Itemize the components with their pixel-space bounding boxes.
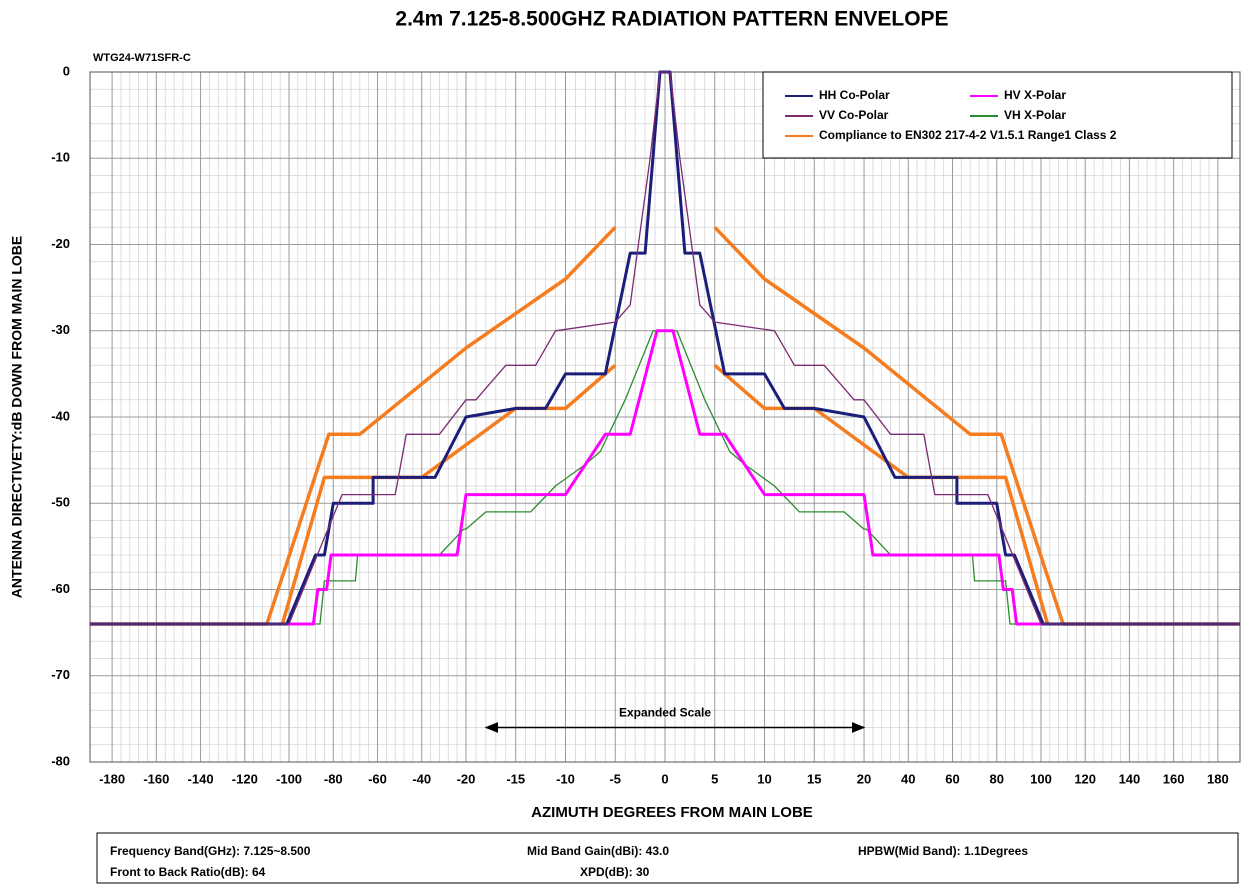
x-tick-label: 60: [945, 771, 959, 786]
x-tick-label: -180: [99, 771, 125, 786]
x-tick-label: -80: [324, 771, 343, 786]
x-tick-label: 40: [901, 771, 915, 786]
info-text: XPD(dB): 30: [580, 865, 650, 879]
x-tick-label: 0: [661, 771, 668, 786]
series-line: [90, 226, 1240, 626]
x-axis-label: AZIMUTH DEGREES FROM MAIN LOBE: [531, 804, 813, 821]
info-box: [96, 832, 1239, 884]
x-tick-label: 180: [1207, 771, 1229, 786]
x-tick-label: -15: [506, 771, 525, 786]
x-tick-label: -20: [457, 771, 476, 786]
legend-label: VH X-Polar: [1004, 108, 1066, 122]
x-tick-label: 100: [1030, 771, 1052, 786]
x-tick-label: -100: [276, 771, 302, 786]
legend-label: HH Co-Polar: [819, 88, 890, 102]
legend-label: Compliance to EN302 217-4-2 V1.5.1 Range…: [819, 128, 1117, 142]
annotation-text: Expanded Scale: [619, 706, 711, 720]
x-tick-label: -120: [232, 771, 258, 786]
chart-subtitle: WTG24-W71SFR-C: [93, 52, 191, 64]
y-tick-label: -30: [51, 322, 70, 337]
x-tick-label: -160: [143, 771, 169, 786]
series-line: [90, 329, 1240, 626]
y-tick-label: -50: [51, 495, 70, 510]
x-tick-label: 140: [1119, 771, 1141, 786]
x-tick-label: -140: [188, 771, 214, 786]
y-tick-label: -70: [51, 667, 70, 682]
x-tick-label: 20: [857, 771, 871, 786]
legend-label: HV X-Polar: [1004, 88, 1066, 102]
x-tick-label: -60: [368, 771, 387, 786]
x-tick-label: 15: [807, 771, 821, 786]
y-tick-label: -60: [51, 581, 70, 596]
series-line: [90, 71, 1240, 625]
chart-title: 2.4m 7.125-8.500GHZ RADIATION PATTERN EN…: [395, 8, 948, 31]
info-text: Front to Back Ratio(dB): 64: [110, 865, 266, 879]
info-text: Mid Band Gain(dBi): 43.0: [527, 844, 669, 858]
info-text: Frequency Band(GHz): 7.125~8.500: [110, 844, 311, 858]
x-tick-label: -10: [556, 771, 575, 786]
x-tick-label: 80: [989, 771, 1003, 786]
y-axis-label: ANTENNA DIRECTIVETY:dB DOWN FROM MAIN LO…: [9, 236, 25, 598]
info-text: HPBW(Mid Band): 1.1Degrees: [858, 844, 1028, 858]
x-tick-label: 120: [1074, 771, 1096, 786]
x-tick-label: -5: [609, 771, 621, 786]
y-tick-label: -10: [51, 150, 70, 165]
x-tick-label: -40: [412, 771, 431, 786]
x-tick-label: 5: [711, 771, 718, 786]
x-tick-label: 10: [757, 771, 771, 786]
y-tick-label: 0: [63, 63, 70, 78]
x-tick-label: 160: [1163, 771, 1185, 786]
y-tick-label: -20: [51, 236, 70, 251]
y-tick-label: -40: [51, 408, 70, 423]
legend-label: VV Co-Polar: [819, 108, 889, 122]
y-tick-label: -80: [51, 753, 70, 768]
